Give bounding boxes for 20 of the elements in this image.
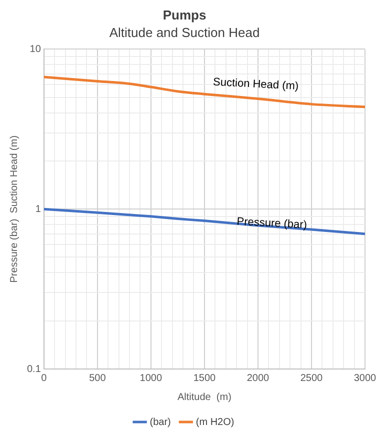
line-series <box>44 208 365 236</box>
x-tick-label: 1000 <box>140 372 162 384</box>
x-tick-label: 2000 <box>246 372 270 384</box>
legend-label: (m H2O) <box>196 416 234 428</box>
x-tick-label: 0 <box>41 372 48 384</box>
annotation: Suction Head (m) <box>212 76 299 93</box>
chart-title: Pumps <box>162 7 206 22</box>
x-tick-label: 500 <box>89 372 106 384</box>
annotation: Pressure (bar) <box>236 216 308 232</box>
x-tick-label: 1500 <box>193 372 216 384</box>
x-tick-label: 3000 <box>354 372 377 384</box>
y-axis-title: Pressure (bar) Suction Head (m) <box>8 135 20 283</box>
x-tick-label: 2500 <box>300 372 324 384</box>
x-axis-title: Altitude (m) <box>178 392 232 403</box>
y-tick-label: 0.1 <box>26 364 42 375</box>
line-series <box>44 76 365 108</box>
y-tick-label: 10 <box>30 44 42 55</box>
legend-label: (bar) <box>150 416 171 428</box>
y-tick-label: 1 <box>35 204 42 215</box>
chart-subtitle: Altitude and Suction Head <box>109 24 260 40</box>
